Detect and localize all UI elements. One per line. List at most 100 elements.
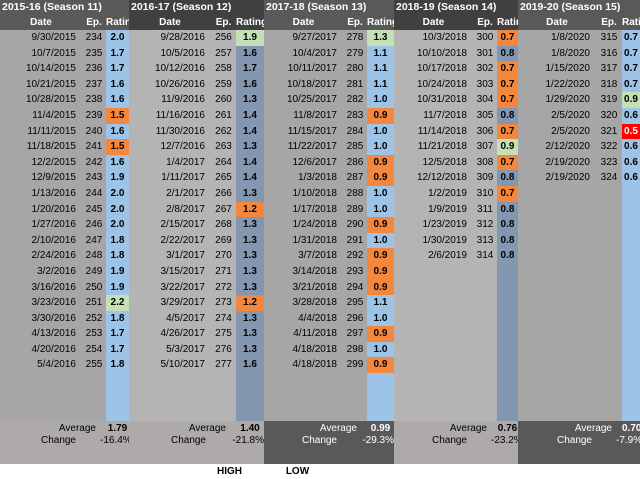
date-cell: 11/21/2018 bbox=[417, 141, 467, 153]
episode-cell: 276 bbox=[215, 343, 232, 355]
table-row: 1/2/2019 310 0.7 bbox=[394, 185, 518, 202]
date-cell: 4/13/2016 bbox=[31, 328, 77, 340]
rating-cell: 1.7 bbox=[110, 63, 125, 75]
episode-cell: 244 bbox=[85, 187, 103, 199]
table-row: 1/29/2020 319 0.9 bbox=[518, 92, 640, 108]
table-row: 4/11/2018 297 0.9 bbox=[264, 326, 394, 342]
date-cell: 10/14/2015 bbox=[25, 63, 76, 75]
rating-cell: 1.6 bbox=[110, 156, 125, 168]
table-row: 1/23/2019 312 0.8 bbox=[394, 217, 518, 233]
date-cell: 3/16/2016 bbox=[31, 281, 77, 293]
table-row: 3/30/2016 252 1.8 bbox=[0, 311, 129, 327]
date-cell: 2/22/2017 bbox=[160, 234, 206, 246]
rating-cell: 1.6 bbox=[243, 47, 257, 59]
table-row: 3/7/2018 292 0.9 bbox=[264, 248, 394, 264]
episode-cell: 237 bbox=[85, 78, 103, 90]
episode-cell: 300 bbox=[476, 32, 494, 43]
table-row: 2/24/2016 248 1.8 bbox=[0, 248, 129, 264]
date-cell: 1/9/2019 bbox=[428, 203, 467, 215]
episode-cell: 313 bbox=[476, 234, 494, 246]
table-row: 11/14/2018 306 0.7 bbox=[394, 123, 518, 140]
table-row: 10/31/2018 304 0.7 bbox=[394, 92, 518, 108]
rating-cell: 1.4 bbox=[243, 125, 257, 137]
rating-cell: 0.7 bbox=[624, 78, 638, 90]
table-row: 4/18/2018 299 0.9 bbox=[264, 357, 394, 374]
date-cell: 1/17/2018 bbox=[292, 203, 338, 215]
table-row: 1/20/2016 245 2.0 bbox=[0, 202, 129, 218]
episode-cell: 248 bbox=[85, 250, 103, 262]
table-row: 12/9/2015 243 1.9 bbox=[0, 170, 129, 186]
rating-cell: 1.3 bbox=[243, 141, 257, 153]
rating-cell: 0.9 bbox=[622, 92, 640, 108]
episode-cell: 285 bbox=[346, 141, 364, 153]
date-cell: 1/11/2017 bbox=[161, 172, 205, 184]
rating-cell: 0.8 bbox=[500, 47, 515, 59]
date-cell: 11/22/2017 bbox=[287, 141, 337, 153]
rating-cell: 1.0 bbox=[373, 187, 388, 199]
date-cell: 10/5/2016 bbox=[160, 47, 206, 59]
column-header-date: Date bbox=[0, 15, 82, 30]
season-column: 2016-17 (Season 12) Date Ep. Rating 9/28/201… bbox=[129, 0, 267, 421]
episode-cell: 280 bbox=[346, 63, 364, 75]
rating-cell: 0.6 bbox=[624, 172, 638, 184]
rating-cell: 0.7 bbox=[624, 63, 638, 75]
table-row: 10/3/2018 300 0.7 bbox=[394, 30, 518, 46]
episode-cell: 262 bbox=[215, 125, 232, 137]
rating-cell: 2.0 bbox=[110, 187, 125, 199]
table-row: 12/6/2017 286 0.9 bbox=[264, 154, 394, 171]
rating-cell: 1.3 bbox=[243, 328, 257, 340]
rating-cell: 2.0 bbox=[110, 203, 125, 215]
table-row: 10/25/2017 282 1.0 bbox=[264, 92, 394, 108]
date-cell: 2/15/2017 bbox=[160, 219, 206, 231]
rating-cell: 0.7 bbox=[497, 123, 518, 140]
season-column: 2019-20 (Season 15)DateEp.Rating1/8/2020… bbox=[518, 0, 640, 421]
season-summary: Average 1.79 Change -16.4% bbox=[0, 421, 132, 464]
episode-cell: 236 bbox=[85, 63, 103, 75]
table-row: 3/1/2017 270 1.3 bbox=[129, 248, 264, 264]
rating-cell: 0.9 bbox=[367, 357, 394, 374]
average-label: Average bbox=[319, 423, 357, 434]
column-header-rating: Rating bbox=[497, 15, 529, 30]
change-value: -29.3% bbox=[362, 435, 394, 446]
rating-cell: 1.3 bbox=[243, 219, 257, 231]
episode-cell: 283 bbox=[346, 109, 364, 121]
date-cell: 9/27/2017 bbox=[292, 32, 338, 43]
table-row: 2/5/2020 320 0.6 bbox=[518, 108, 640, 124]
date-cell: 5/10/2017 bbox=[160, 359, 206, 371]
date-cell: 3/21/2018 bbox=[292, 281, 338, 293]
date-cell: 1/13/2016 bbox=[31, 187, 77, 199]
change-value: -23.2% bbox=[491, 435, 523, 446]
date-cell: 10/4/2017 bbox=[292, 47, 338, 59]
episode-cell: 284 bbox=[346, 125, 364, 137]
rating-cell: 0.7 bbox=[624, 47, 638, 59]
date-cell: 2/12/2020 bbox=[545, 141, 591, 153]
episode-cell: 298 bbox=[346, 343, 364, 355]
change-label: Change bbox=[170, 435, 206, 446]
table-row: 1/31/2018 291 1.0 bbox=[264, 233, 394, 249]
table-row: 3/16/2016 250 1.9 bbox=[0, 280, 129, 296]
column-header-ep: Ep. bbox=[343, 15, 367, 30]
season-column: 2015-16 (Season 11) Date Ep. Rating 9/30/201… bbox=[0, 0, 137, 421]
episode-cell: 255 bbox=[85, 359, 103, 371]
rating-cell: 0.8 bbox=[500, 203, 515, 215]
column-header-date: Date bbox=[394, 15, 473, 30]
rating-cell: 1.8 bbox=[110, 234, 125, 246]
rating-cell: 0.7 bbox=[497, 185, 518, 202]
episode-cell: 282 bbox=[346, 94, 364, 106]
table-row: 11/4/2015 239 1.5 bbox=[0, 107, 129, 124]
rating-cell: 1.8 bbox=[110, 312, 125, 324]
date-cell: 10/26/2016 bbox=[154, 78, 205, 90]
date-cell: 11/14/2018 bbox=[417, 125, 467, 137]
rating-cell: 1.3 bbox=[243, 343, 257, 355]
episode-cell: 275 bbox=[215, 328, 232, 340]
episode-cell: 251 bbox=[85, 297, 103, 309]
rating-cell: 1.2 bbox=[236, 201, 264, 218]
episode-cell: 273 bbox=[215, 297, 232, 309]
rating-cell: 1.0 bbox=[373, 94, 388, 106]
date-cell: 3/30/2016 bbox=[31, 312, 77, 324]
episode-cell: 308 bbox=[476, 156, 494, 168]
table-row: 10/21/2015 237 1.6 bbox=[0, 77, 129, 93]
rating-cell: 1.5 bbox=[106, 107, 129, 124]
table-row: 12/12/2018 309 0.8 bbox=[394, 170, 518, 186]
table-row: 10/24/2018 303 0.7 bbox=[394, 76, 518, 93]
